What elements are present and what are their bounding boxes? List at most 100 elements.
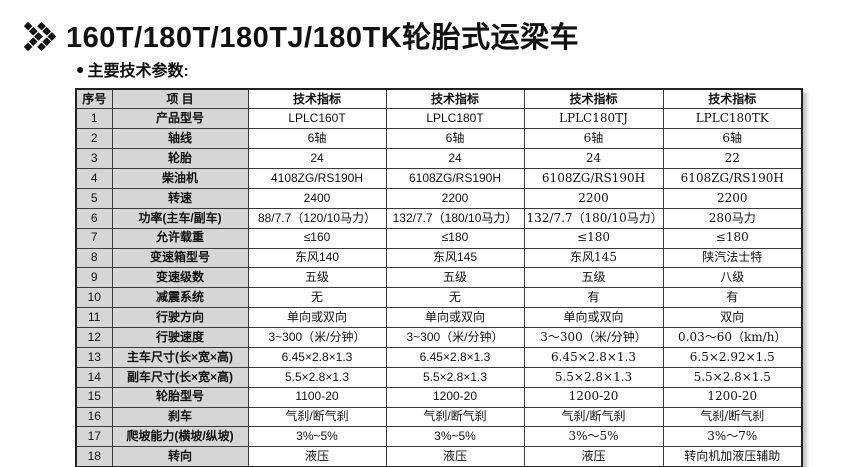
row-number-cell: 8 xyxy=(75,247,113,269)
value-cell: ≤180 xyxy=(662,227,803,249)
item-cell: 爬坡能力(横坡/纵坡) xyxy=(111,426,249,448)
value-cell: 气刹/断气刹 xyxy=(662,406,803,428)
value-cell: ≤180 xyxy=(385,227,525,249)
row-number-cell: 14 xyxy=(75,366,113,388)
row-number-cell: 3 xyxy=(75,148,113,169)
item-cell: 轴线 xyxy=(111,128,249,150)
subtitle-text: 主要技术参数: xyxy=(87,63,189,80)
value-cell: 有 xyxy=(523,287,664,309)
row-number-cell: 6 xyxy=(75,207,113,229)
row-number-cell: 1 xyxy=(75,108,113,130)
header-cell: 项 目 xyxy=(111,88,249,110)
item-cell: 行驶方向 xyxy=(111,307,249,328)
row-number-cell: 9 xyxy=(75,267,113,289)
item-cell: 产品型号 xyxy=(111,108,249,130)
item-cell: 主车尺寸(长×宽×高) xyxy=(111,346,249,368)
section-subtitle: ● 主要技术参数: xyxy=(76,57,189,81)
table-row: 4 柴油机 4108ZG/RS190H 6108ZG/RS190H 6108ZG/RS1… xyxy=(75,168,803,189)
value-cell: 5.5×2.8×1.3 xyxy=(523,366,664,388)
value-cell: LPLC180TK xyxy=(662,108,803,130)
value-cell: 无 xyxy=(385,287,525,309)
item-cell: 刹车 xyxy=(111,406,249,428)
value-cell: 陕汽法士特 xyxy=(662,247,803,269)
value-cell: 3~300（米/分钟） xyxy=(247,327,387,348)
value-cell: 液压 xyxy=(523,446,664,467)
page-header: 160T/180T/180TJ/180TK轮胎式运梁车 xyxy=(22,14,579,56)
value-cell: 东风145 xyxy=(385,247,525,269)
value-cell: ≤180 xyxy=(523,227,664,249)
table-row: 16 刹车 气刹/断气刹 气刹/断气刹 气刹/断气刹 气刹/断气刹 xyxy=(75,406,803,428)
value-cell: 2200 xyxy=(662,187,803,209)
value-cell: 单向或双向 xyxy=(385,307,525,328)
table-row: 8 变速箱型号 东风140 东风145 东风145 陕汽法士特 xyxy=(75,247,803,269)
value-cell: 1100-20 xyxy=(247,386,387,408)
value-cell: 6108ZG/RS190H xyxy=(662,168,803,189)
table-row: 15 轮胎型号 1100-20 1200-20 1200-20 1200-20 xyxy=(75,386,803,408)
table-row: 3 轮胎 24 24 24 22 xyxy=(75,148,803,169)
page-title: 160T/180T/180TJ/180TK轮胎式运梁车 xyxy=(66,22,580,54)
table-row: 1 产品型号 LPLC160T LPLC180T LPLC180TJ LPLC180TK xyxy=(75,108,803,130)
value-cell: 6.45×2.8×1.3 xyxy=(523,346,664,368)
value-cell: 五级 xyxy=(523,267,664,289)
value-cell: 气刹/断气刹 xyxy=(385,406,525,428)
table-row: 7 允许载重 ≤160 ≤180 ≤180 ≤180 xyxy=(75,227,803,249)
row-number-cell: 18 xyxy=(75,446,113,467)
value-cell: 1200-20 xyxy=(523,386,664,408)
table-row: 13 主车尺寸(长×宽×高) 6.45×2.8×1.3 6.45×2.8×1.3 6.4… xyxy=(75,346,803,368)
item-cell: 功率(主车/副车) xyxy=(111,207,249,229)
value-cell: 3%~5% xyxy=(247,426,387,448)
value-cell: 东风140 xyxy=(247,247,387,269)
value-cell: 6.45×2.8×1.3 xyxy=(385,346,525,368)
item-cell: 允许载重 xyxy=(111,227,249,249)
value-cell: 无 xyxy=(247,287,387,309)
row-number-cell: 13 xyxy=(75,346,113,368)
row-number-cell: 11 xyxy=(75,307,113,328)
value-cell: 88/7.7（120/10马力） xyxy=(247,207,387,229)
value-cell: 气刹/断气刹 xyxy=(523,406,664,428)
header-cell: 序号 xyxy=(75,88,113,110)
table-row: 9 变速级数 五级 五级 五级 八级 xyxy=(75,267,803,289)
value-cell: 3~300（米/分钟） xyxy=(385,327,525,348)
value-cell: 5.5×2.8×1.5 xyxy=(662,366,803,388)
value-cell: 5.5×2.8×1.3 xyxy=(385,366,525,388)
value-cell: 132/7.7（180/10马力） xyxy=(523,207,664,229)
table-row: 6 功率(主车/副车) 88/7.7（120/10马力） 132/7.7（180/10… xyxy=(75,207,803,229)
value-cell: 6.45×2.8×1.3 xyxy=(247,346,387,368)
value-cell: 6轴 xyxy=(247,128,387,150)
header-cell: 技术指标 xyxy=(662,88,803,110)
row-number-cell: 17 xyxy=(75,426,113,448)
value-cell: 3%～7% xyxy=(662,426,803,448)
value-cell: 2200 xyxy=(523,187,664,209)
table-row: 12 行驶速度 3~300（米/分钟） 3~300（米/分钟） 3～300（米/分钟） 0… xyxy=(75,327,803,348)
table-row: 2 轴线 6轴 6轴 6轴 6轴 xyxy=(75,128,803,150)
value-cell: 2200 xyxy=(385,187,525,209)
row-number-cell: 15 xyxy=(75,386,113,408)
value-cell: 液压 xyxy=(385,446,525,467)
value-cell: 3%～5% xyxy=(523,426,664,448)
value-cell: LPLC180T xyxy=(385,108,525,130)
value-cell: 6轴 xyxy=(523,128,664,150)
value-cell: 五级 xyxy=(385,267,525,289)
header-cell: 技术指标 xyxy=(523,88,664,110)
value-cell: 6轴 xyxy=(385,128,525,150)
item-cell: 轮胎型号 xyxy=(111,386,249,408)
item-cell: 柴油机 xyxy=(111,168,249,189)
double-chevron-icon xyxy=(23,21,57,51)
table-row: 10 减震系统无无有有 xyxy=(75,287,803,309)
row-number-cell: 10 xyxy=(75,287,113,309)
item-cell: 转向 xyxy=(111,446,249,467)
item-cell: 减震系统 xyxy=(111,287,249,309)
item-cell: 轮胎 xyxy=(111,148,249,169)
value-cell: 6108ZG/RS190H xyxy=(523,168,664,189)
table-row: 14 副车尺寸(长×宽×高) 5.5×2.8×1.3 5.5×2.8×1.3 5.5×2… xyxy=(75,366,803,388)
item-cell: 行驶速度 xyxy=(111,327,249,348)
header-cell: 技术指标 xyxy=(247,88,387,110)
value-cell: 转向机加液压辅助 xyxy=(662,446,803,467)
value-cell: 24 xyxy=(247,148,387,169)
value-cell: LPLC160T xyxy=(247,108,387,130)
row-number-cell: 16 xyxy=(75,406,113,428)
value-cell: 单向或双向 xyxy=(523,307,664,328)
value-cell: ≤160 xyxy=(247,227,387,249)
row-number-cell: 7 xyxy=(75,227,113,249)
